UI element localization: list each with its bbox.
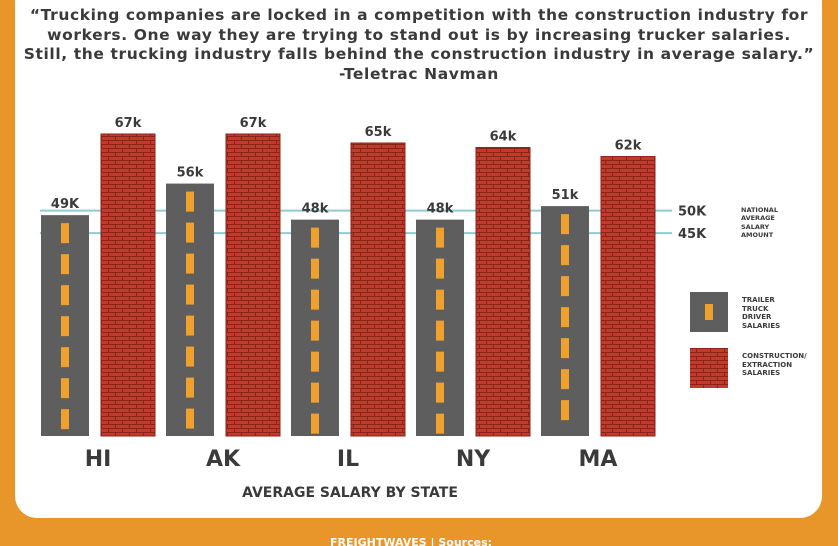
value-label: 64k [490, 130, 517, 145]
lane-dash [186, 284, 194, 305]
legend-dash [705, 304, 713, 320]
lane-dash [186, 253, 194, 274]
lane-dash [61, 378, 69, 399]
lane-dash [61, 254, 69, 275]
lane-dash [561, 338, 569, 359]
bar [225, 133, 281, 437]
value-label: 62k [615, 139, 642, 154]
value-label: 49K [51, 197, 80, 212]
lane-dash [186, 408, 194, 429]
lane-dash [436, 289, 444, 310]
lane-dash [436, 413, 444, 434]
value-label: 67k [115, 116, 142, 131]
lane-dash [561, 276, 569, 297]
lane-dash [561, 214, 569, 235]
legend-label: CONSTRUCTION/ EXTRACTION SALARIES [742, 352, 807, 377]
lane-dash [436, 320, 444, 341]
x-tick-label: HI [85, 447, 112, 472]
lane-dash [311, 351, 319, 372]
lane-dash [186, 315, 194, 336]
quote-line: Still, the trucking industry falls behin… [23, 45, 815, 63]
reference-label: 45K [678, 227, 707, 242]
lane-dash [561, 400, 569, 421]
lane-dash [61, 316, 69, 337]
value-label: 67k [240, 116, 267, 131]
quote-line: workers. One way they are trying to stan… [47, 25, 791, 44]
x-axis-title: AVERAGE SALARY BY STATE [242, 485, 458, 501]
quote: “Trucking companies are locked in a comp… [20, 6, 818, 84]
lane-dash [561, 307, 569, 328]
quote-line: “Trucking companies are locked in a comp… [29, 6, 809, 24]
lane-dash [311, 320, 319, 341]
lane-dash [436, 227, 444, 248]
lane-dash [561, 245, 569, 266]
lane-dash [61, 223, 69, 244]
x-tick-label: AK [206, 447, 241, 472]
quote-line: -Teletrac Navman [339, 64, 499, 83]
lane-dash [311, 227, 319, 248]
lane-dash [61, 285, 69, 306]
bar [600, 156, 656, 437]
lane-dash [61, 409, 69, 430]
lane-dash [311, 413, 319, 434]
lane-dash [311, 289, 319, 310]
lane-dash [561, 369, 569, 390]
value-label: 51k [552, 188, 579, 203]
bar [475, 147, 531, 437]
bar [166, 183, 214, 436]
value-label: 48k [427, 202, 454, 217]
x-tick-label: IL [337, 447, 359, 472]
x-tick-label: NY [456, 447, 491, 472]
lane-dash [311, 382, 319, 403]
reference-label: 50K [678, 205, 707, 220]
value-label: 56k [177, 166, 204, 181]
value-label: 48k [302, 202, 329, 217]
lane-dash [186, 222, 194, 243]
lane-dash [436, 258, 444, 279]
lane-dash [186, 346, 194, 367]
lane-dash [186, 191, 194, 212]
footer: FREIGHTWAVES | Sources: [330, 536, 493, 546]
legend-label: TRAILER TRUCK DRIVER SALARIES [742, 296, 781, 330]
x-tick-label: MA [579, 447, 618, 472]
lane-dash [61, 347, 69, 368]
bar [100, 133, 156, 437]
value-label: 65k [365, 125, 392, 140]
lane-dash [436, 351, 444, 372]
legend-swatch [690, 348, 728, 388]
lane-dash [311, 258, 319, 279]
lane-dash [186, 377, 194, 398]
lane-dash [436, 382, 444, 403]
bar [350, 142, 406, 437]
reference-note: NATIONAL AVERAGE SALARY AMOUNT [741, 205, 778, 240]
